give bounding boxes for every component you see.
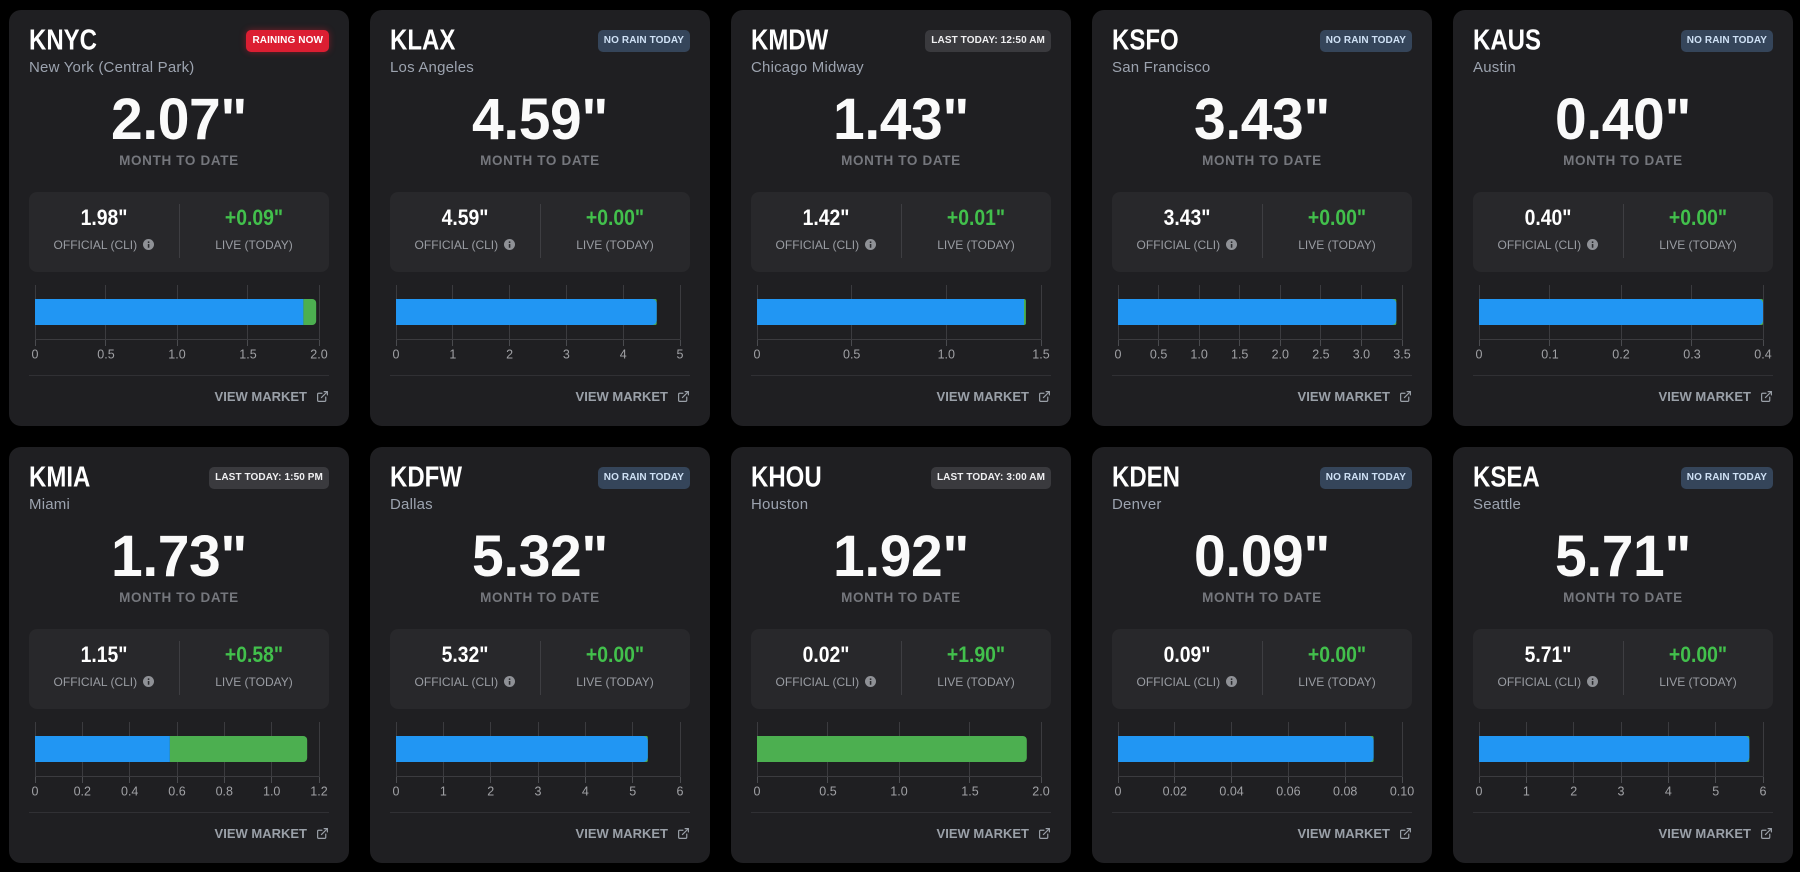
svg-text:5: 5: [677, 348, 684, 362]
svg-text:0.3: 0.3: [1683, 348, 1700, 362]
svg-text:0: 0: [32, 785, 39, 799]
svg-text:0: 0: [393, 785, 400, 799]
svg-text:3: 3: [1618, 785, 1625, 799]
svg-text:2.0: 2.0: [1032, 785, 1049, 799]
svg-text:3.5: 3.5: [1393, 348, 1410, 362]
svg-text:6: 6: [1760, 785, 1767, 799]
svg-text:0: 0: [754, 785, 761, 799]
svg-text:0.5: 0.5: [819, 785, 836, 799]
svg-text:0: 0: [1115, 348, 1122, 362]
svg-text:1.0: 1.0: [938, 348, 955, 362]
svg-text:2: 2: [1570, 785, 1577, 799]
svg-text:1.5: 1.5: [1032, 348, 1049, 362]
svg-text:0.6: 0.6: [168, 785, 185, 799]
svg-text:0.2: 0.2: [1612, 348, 1629, 362]
svg-text:0.04: 0.04: [1219, 785, 1243, 799]
svg-text:3.0: 3.0: [1353, 348, 1370, 362]
svg-text:5: 5: [1712, 785, 1719, 799]
svg-text:1.0: 1.0: [168, 348, 185, 362]
svg-text:1: 1: [440, 785, 447, 799]
svg-text:2.0: 2.0: [310, 348, 327, 362]
svg-text:0.02: 0.02: [1163, 785, 1187, 799]
svg-text:3: 3: [535, 785, 542, 799]
svg-text:5: 5: [629, 785, 636, 799]
svg-text:0.5: 0.5: [843, 348, 860, 362]
svg-text:1.0: 1.0: [890, 785, 907, 799]
svg-text:2.0: 2.0: [1272, 348, 1289, 362]
svg-text:0.8: 0.8: [216, 785, 233, 799]
svg-text:1.2: 1.2: [310, 785, 327, 799]
svg-text:0.4: 0.4: [121, 785, 138, 799]
svg-text:4: 4: [620, 348, 627, 362]
svg-text:2: 2: [506, 348, 513, 362]
svg-text:1.5: 1.5: [239, 348, 256, 362]
svg-text:0: 0: [393, 348, 400, 362]
svg-text:0: 0: [1115, 785, 1122, 799]
svg-text:0: 0: [754, 348, 761, 362]
svg-text:0: 0: [1476, 785, 1483, 799]
svg-text:0.06: 0.06: [1276, 785, 1300, 799]
svg-text:1.5: 1.5: [1231, 348, 1248, 362]
svg-text:0.5: 0.5: [1150, 348, 1167, 362]
svg-text:4: 4: [582, 785, 589, 799]
svg-text:1.0: 1.0: [1190, 348, 1207, 362]
svg-text:6: 6: [677, 785, 684, 799]
svg-text:1: 1: [1523, 785, 1530, 799]
svg-text:0.5: 0.5: [97, 348, 114, 362]
svg-text:1.5: 1.5: [961, 785, 978, 799]
svg-text:2: 2: [487, 785, 494, 799]
svg-text:2.5: 2.5: [1312, 348, 1329, 362]
svg-text:0.10: 0.10: [1390, 785, 1414, 799]
svg-text:0: 0: [32, 348, 39, 362]
svg-text:0: 0: [1476, 348, 1483, 362]
svg-text:3: 3: [563, 348, 570, 362]
svg-text:4: 4: [1665, 785, 1672, 799]
svg-text:0.08: 0.08: [1333, 785, 1357, 799]
svg-text:0.4: 0.4: [1754, 348, 1771, 362]
svg-text:1.0: 1.0: [263, 785, 280, 799]
svg-text:1: 1: [449, 348, 456, 362]
svg-text:0.1: 0.1: [1541, 348, 1558, 362]
svg-text:0.2: 0.2: [74, 785, 91, 799]
